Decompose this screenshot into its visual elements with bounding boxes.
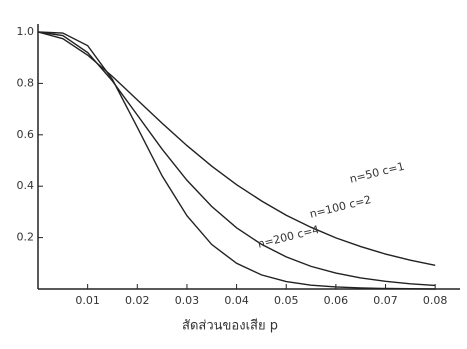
x-tick-label: 0.03 — [175, 294, 200, 307]
line-series — [38, 32, 435, 265]
y-tick-label: 0.6 — [17, 128, 35, 141]
x-tick-label: 0.08 — [423, 294, 448, 307]
line-series — [38, 32, 435, 285]
x-tick-label: 0.01 — [75, 294, 100, 307]
x-tick-label: 0.06 — [324, 294, 349, 307]
x-axis-label: สัดส่วนของเสีย p — [182, 318, 278, 334]
y-tick-label: 0.2 — [17, 231, 35, 244]
y-tick-label: 0.8 — [17, 76, 35, 89]
x-tick-label: 0.02 — [125, 294, 150, 307]
chart: สัดส่วนของเสีย p 0.2 0.4 0.6 0.8 1.0 0.01 0.02… — [0, 0, 467, 349]
x-tick-label: 0.04 — [224, 294, 249, 307]
series-label: n=100 c=2 — [308, 193, 372, 221]
y-tick-label: 1.0 — [17, 25, 35, 38]
series-label: n=200 c=4 — [256, 223, 320, 251]
x-tick-label: 0.05 — [274, 294, 299, 307]
y-tick-label: 0.4 — [17, 179, 35, 192]
series-label: n=50 c=1 — [348, 160, 405, 186]
x-tick-label: 0.07 — [373, 294, 398, 307]
